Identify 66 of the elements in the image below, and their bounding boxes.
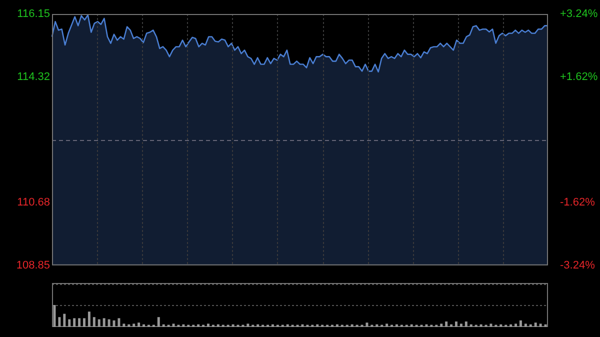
bar bbox=[410, 324, 413, 327]
bar bbox=[68, 319, 71, 327]
bar bbox=[142, 324, 145, 327]
bar bbox=[108, 319, 110, 327]
bar bbox=[128, 324, 130, 327]
bar bbox=[232, 324, 234, 327]
bar bbox=[480, 324, 482, 327]
bar bbox=[490, 324, 492, 327]
bar bbox=[316, 324, 319, 327]
y2-tick-label: -1.62% bbox=[560, 196, 596, 209]
bar bbox=[162, 324, 165, 327]
bar bbox=[386, 324, 388, 327]
bar bbox=[216, 324, 220, 327]
bar bbox=[539, 324, 542, 327]
bar bbox=[464, 322, 468, 327]
bar bbox=[83, 318, 86, 327]
bar bbox=[395, 324, 398, 327]
bar bbox=[63, 314, 66, 327]
bar bbox=[500, 324, 502, 327]
y2-tick-label: +3.24% bbox=[560, 8, 598, 20]
bar bbox=[122, 324, 126, 327]
bar bbox=[519, 320, 522, 327]
bar bbox=[271, 324, 274, 327]
bar bbox=[534, 322, 537, 327]
y2-tick-label: -3.24% bbox=[560, 259, 596, 272]
bar bbox=[53, 305, 56, 327]
bar bbox=[102, 318, 106, 327]
bar bbox=[256, 324, 260, 327]
bar bbox=[78, 318, 81, 327]
bar bbox=[98, 319, 100, 327]
bar bbox=[455, 322, 458, 327]
bar bbox=[529, 324, 532, 327]
y2-tick-label: +1.62% bbox=[560, 70, 598, 83]
bar bbox=[301, 324, 304, 327]
bar bbox=[510, 324, 512, 327]
bar bbox=[286, 324, 289, 327]
bar bbox=[450, 324, 453, 327]
bar bbox=[470, 324, 472, 327]
bar bbox=[118, 318, 120, 327]
bar bbox=[460, 324, 462, 327]
bar bbox=[440, 324, 443, 327]
y-tick-label: 116.15 bbox=[17, 8, 50, 20]
bar bbox=[197, 324, 200, 327]
bar bbox=[246, 324, 250, 327]
bar bbox=[88, 312, 90, 327]
bar bbox=[92, 317, 96, 327]
bar bbox=[350, 324, 354, 327]
bar bbox=[524, 324, 527, 327]
y-tick-label: 110.68 bbox=[17, 196, 50, 208]
bar bbox=[132, 324, 136, 327]
bar bbox=[445, 322, 448, 327]
bar bbox=[73, 318, 76, 327]
bar bbox=[544, 324, 547, 327]
y-tick-label: 108.85 bbox=[16, 259, 50, 272]
bar bbox=[425, 324, 428, 327]
bar bbox=[58, 317, 61, 327]
bar bbox=[172, 324, 175, 327]
bar bbox=[207, 324, 210, 327]
bar bbox=[376, 324, 378, 327]
bar bbox=[182, 324, 185, 327]
bar bbox=[157, 317, 160, 327]
bar bbox=[336, 324, 338, 327]
y-tick-label: 114.32 bbox=[17, 71, 50, 84]
bar bbox=[514, 324, 517, 327]
bar bbox=[366, 322, 368, 327]
bar bbox=[138, 322, 140, 327]
